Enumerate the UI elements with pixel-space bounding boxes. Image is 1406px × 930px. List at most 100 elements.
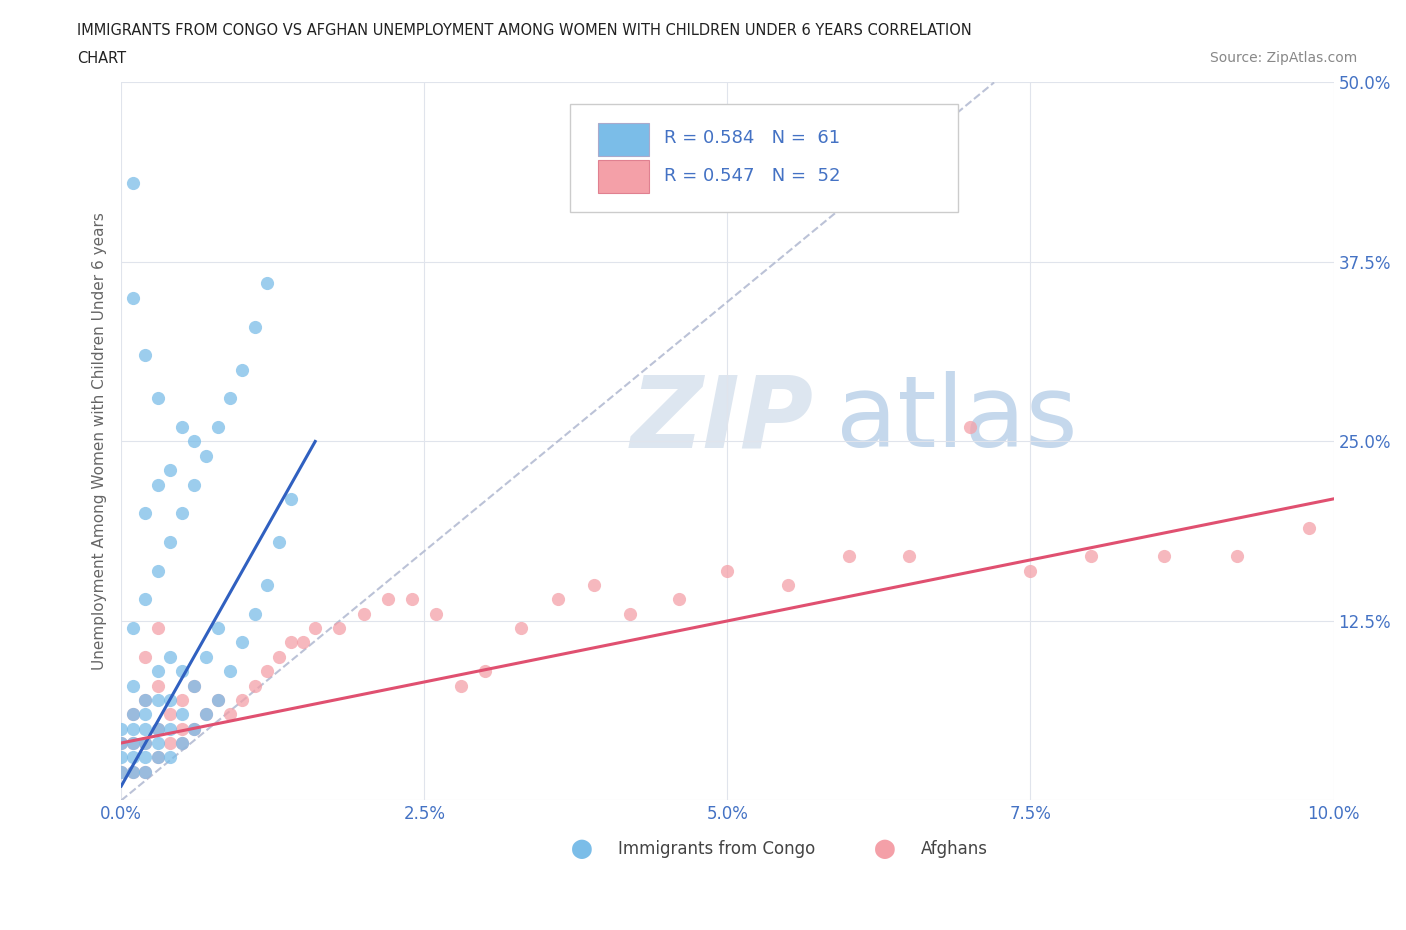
Point bbox=[134, 693, 156, 708]
Point bbox=[474, 664, 496, 679]
Point bbox=[122, 764, 145, 779]
Point bbox=[159, 750, 181, 764]
Point bbox=[146, 750, 169, 764]
Point bbox=[425, 606, 447, 621]
Text: CHART: CHART bbox=[77, 51, 127, 66]
Text: R = 0.584   N =  61: R = 0.584 N = 61 bbox=[664, 128, 841, 147]
Text: ZIP: ZIP bbox=[630, 371, 814, 469]
Point bbox=[159, 535, 181, 550]
Point bbox=[146, 721, 169, 736]
Point bbox=[122, 736, 145, 751]
Point bbox=[122, 750, 145, 764]
Point bbox=[170, 736, 193, 751]
Point bbox=[134, 348, 156, 363]
Point bbox=[207, 620, 229, 635]
Point bbox=[219, 664, 242, 679]
Point bbox=[243, 678, 266, 693]
Point bbox=[1298, 520, 1320, 535]
Point bbox=[959, 419, 981, 434]
Point bbox=[146, 678, 169, 693]
FancyBboxPatch shape bbox=[598, 160, 648, 193]
Point bbox=[170, 419, 193, 434]
Point bbox=[122, 620, 145, 635]
Point bbox=[1080, 549, 1102, 564]
FancyBboxPatch shape bbox=[569, 104, 957, 212]
Text: Immigrants from Congo: Immigrants from Congo bbox=[619, 840, 815, 858]
Point bbox=[207, 419, 229, 434]
Point bbox=[207, 693, 229, 708]
Point bbox=[267, 535, 290, 550]
Point bbox=[1019, 564, 1042, 578]
Point bbox=[146, 736, 169, 751]
Point bbox=[122, 290, 145, 305]
Point bbox=[134, 649, 156, 664]
Point bbox=[207, 693, 229, 708]
Point bbox=[159, 721, 181, 736]
Point bbox=[146, 664, 169, 679]
Text: atlas: atlas bbox=[837, 371, 1078, 469]
Point bbox=[195, 707, 218, 722]
Point bbox=[353, 606, 375, 621]
Y-axis label: Unemployment Among Women with Children Under 6 years: Unemployment Among Women with Children U… bbox=[93, 213, 107, 671]
Point bbox=[110, 750, 132, 764]
Point bbox=[256, 578, 278, 592]
Point bbox=[267, 649, 290, 664]
Point bbox=[231, 635, 253, 650]
Point bbox=[328, 620, 350, 635]
Point bbox=[898, 549, 921, 564]
Point bbox=[170, 736, 193, 751]
Point bbox=[134, 506, 156, 521]
Point bbox=[183, 477, 205, 492]
Point bbox=[256, 664, 278, 679]
Point bbox=[170, 693, 193, 708]
Point bbox=[668, 592, 690, 607]
Point bbox=[183, 678, 205, 693]
Point bbox=[619, 606, 641, 621]
Text: Source: ZipAtlas.com: Source: ZipAtlas.com bbox=[1209, 51, 1357, 65]
Point bbox=[134, 721, 156, 736]
Point bbox=[1153, 549, 1175, 564]
Point bbox=[159, 649, 181, 664]
Point bbox=[776, 578, 799, 592]
Point bbox=[110, 736, 132, 751]
Point bbox=[146, 620, 169, 635]
Point bbox=[134, 736, 156, 751]
Point bbox=[134, 736, 156, 751]
Point bbox=[159, 463, 181, 478]
Point bbox=[134, 764, 156, 779]
Point bbox=[170, 721, 193, 736]
Point bbox=[304, 620, 326, 635]
Point bbox=[110, 764, 132, 779]
Point bbox=[243, 606, 266, 621]
Point bbox=[401, 592, 423, 607]
Point bbox=[280, 635, 302, 650]
Point bbox=[146, 721, 169, 736]
Point bbox=[195, 448, 218, 463]
Text: ⬤: ⬤ bbox=[875, 840, 896, 859]
Point bbox=[110, 764, 132, 779]
Text: Afghans: Afghans bbox=[921, 840, 988, 858]
Point bbox=[1225, 549, 1247, 564]
Point bbox=[219, 707, 242, 722]
Point bbox=[159, 707, 181, 722]
Point bbox=[146, 477, 169, 492]
Point bbox=[146, 693, 169, 708]
Point bbox=[280, 491, 302, 506]
Point bbox=[243, 319, 266, 334]
Point bbox=[159, 736, 181, 751]
Point bbox=[510, 620, 533, 635]
Point bbox=[122, 707, 145, 722]
Point bbox=[256, 276, 278, 291]
Point bbox=[450, 678, 472, 693]
Point bbox=[159, 693, 181, 708]
Point bbox=[110, 736, 132, 751]
Point bbox=[716, 564, 738, 578]
Point bbox=[219, 391, 242, 405]
Text: R = 0.547   N =  52: R = 0.547 N = 52 bbox=[664, 166, 841, 185]
Point bbox=[170, 707, 193, 722]
Point bbox=[183, 434, 205, 449]
Point bbox=[377, 592, 399, 607]
Point bbox=[547, 592, 569, 607]
Point bbox=[170, 506, 193, 521]
Point bbox=[134, 707, 156, 722]
